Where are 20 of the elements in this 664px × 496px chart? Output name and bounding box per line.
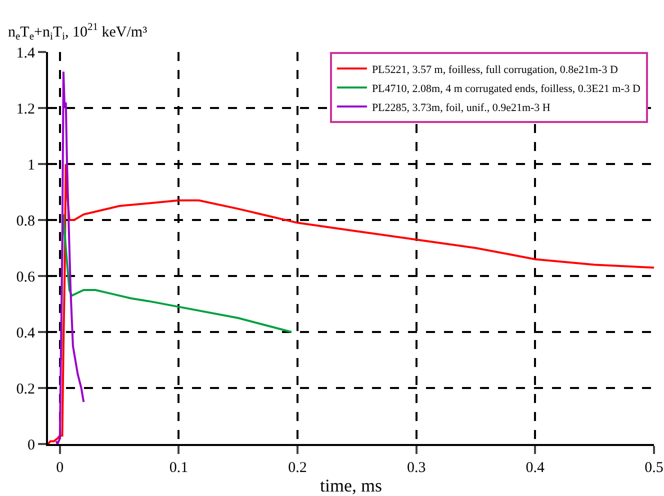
x-axis-title: time, ms <box>320 476 382 496</box>
legend-label: PL5221, 3.57 m, foilless, full corrugation, 0.8e21m-3 D <box>372 64 618 76</box>
x-tick-label: 0.1 <box>169 460 188 476</box>
line-series <box>55 70 85 444</box>
x-tick-label: 0.3 <box>406 460 426 476</box>
y-tick-label: 0.8 <box>16 213 35 230</box>
y-tick-label: 0.6 <box>16 269 36 286</box>
x-tick-label: 0.4 <box>526 460 546 476</box>
y-tick-label: 0.4 <box>16 325 36 342</box>
y-tick-label: 0.2 <box>16 381 35 398</box>
y-tick-label: 1.4 <box>16 45 36 62</box>
legend-label: PL2285, 3.73m, foil, unif., 0.9e21m-3 H <box>372 102 550 114</box>
legend-label: PL4710, 2.08m, 4 m corrugated ends, foilless, 0.3E21 m-3 D <box>372 82 641 95</box>
x-tick-label: 0.2 <box>288 460 307 476</box>
x-tick-label: 0.5 <box>644 460 664 476</box>
y-tick-label: 0 <box>28 437 35 454</box>
y-tick-label: 1 <box>28 157 35 174</box>
text: n$_{e}$T$_{e}$+n$_{i}$T$_{i}$, 10$^{21}$ keV/m³ <box>8 22 148 42</box>
y-tick-label: 1.2 <box>16 101 35 118</box>
x-tick-label: 0 <box>56 460 64 476</box>
